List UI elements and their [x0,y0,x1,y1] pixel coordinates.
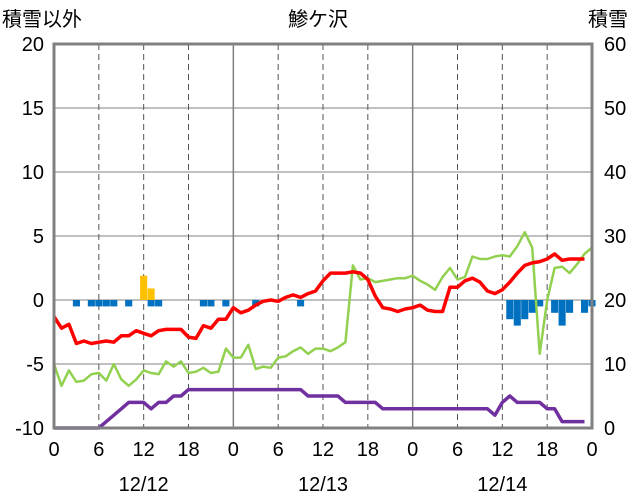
precip_deficit-bar [528,300,536,313]
date-label: 12/12 [119,474,169,496]
left-axis-title: 積雪以外 [2,8,82,31]
right-tick-label: 30 [604,226,626,248]
precip_deficit-bar [155,300,163,307]
precip_deficit-bar [551,300,559,313]
right-tick-label: 40 [604,162,626,184]
precip_deficit-bar [72,300,80,307]
right-tick-label: 20 [604,290,626,312]
x-tick-label: 0 [48,439,59,461]
precip_deficit-bar [566,300,574,313]
precip_deficit-bar [110,300,118,307]
left-tick-label: 20 [22,34,44,56]
date-label: 12/14 [477,474,527,496]
precip_deficit-bar [521,300,529,320]
precip_deficit-bar [207,300,215,307]
precip_deficit-bar [147,300,155,307]
right-tick-label: 50 [604,98,626,120]
dew_point-line [52,230,593,388]
left-tick-label: 5 [33,226,44,248]
left-tick-label: -5 [26,354,44,376]
snow_depth-line [54,387,585,430]
line-layer [52,230,593,430]
precip_deficit-bar [87,300,95,307]
chart-title: 鯵ケ沢 [288,8,348,31]
precip_deficit-bar [102,300,110,307]
date-label: 12/13 [298,474,348,496]
left-tick-label: -10 [15,418,44,440]
right-tick-label: 10 [604,354,626,376]
x-tick-label: 18 [177,439,199,461]
left-tick-label: 15 [22,98,44,120]
snowfall-bar [140,275,148,300]
plot-frame [52,42,594,430]
right-axis-title: 積雪 [588,8,628,31]
right-tick-label: 60 [604,34,626,56]
precip_deficit-bar [536,300,544,307]
precip_deficit-bar [297,300,305,307]
precip_deficit-bar [222,300,230,307]
snowfall-bar [147,288,155,300]
x-tick-label: 6 [273,439,284,461]
x-tick-label: 12 [312,439,334,461]
x-tick-label: 18 [536,439,558,461]
x-tick-label: 0 [586,439,597,461]
precip_deficit-bar [580,300,589,313]
precip_deficit-bar [506,300,514,320]
precip_deficit-bar [513,300,521,326]
right-tick-label: 0 [604,418,615,440]
x-tick-label: 0 [407,439,418,461]
precip_deficit-bar [199,300,207,307]
temperature-line [52,252,585,346]
precip_deficit-bar [558,300,566,326]
left-tick-label: 10 [22,162,44,184]
x-tick-label: 6 [93,439,104,461]
x-tick-label: 6 [452,439,463,461]
x-tick-label: 12 [491,439,513,461]
precip_deficit-bar [125,300,133,307]
bar-layer [72,275,596,326]
x-tick-label: 0 [228,439,239,461]
precip_deficit-bar [95,300,103,307]
left-tick-label: 0 [33,290,44,312]
x-tick-label: 18 [357,439,379,461]
x-tick-label: 12 [133,439,155,461]
gridlines [54,44,592,428]
